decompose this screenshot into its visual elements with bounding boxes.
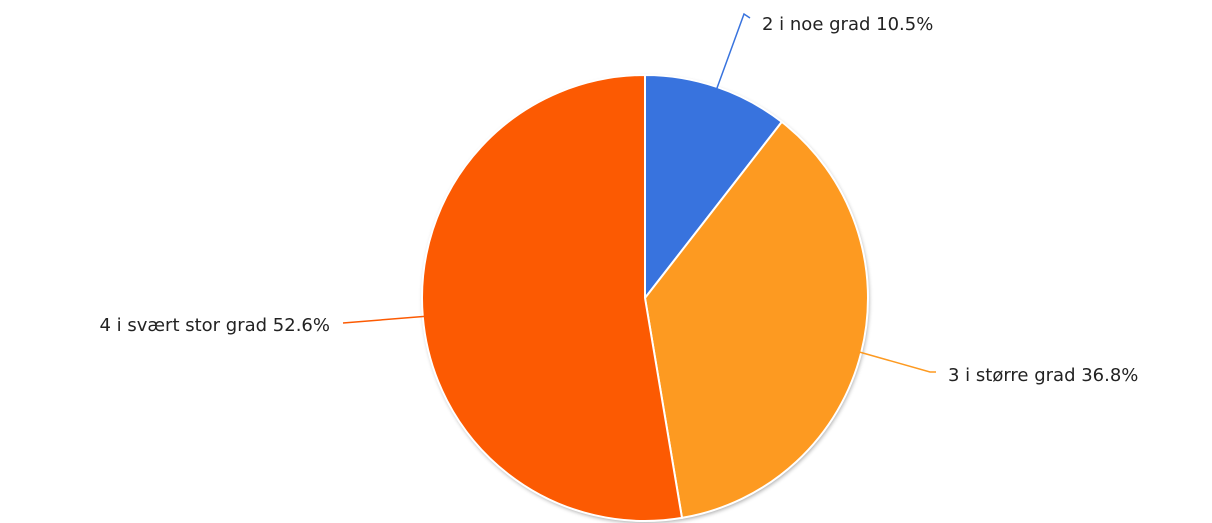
- slice-labels: 2 i noe grad 10.5% 3 i større grad 36.8% 4…: [99, 14, 1138, 386]
- pie-slices: [421, 73, 869, 522]
- pie-slice[interactable]: [421, 73, 684, 522]
- leader-lines: [342, 12, 936, 373]
- leader-line: [715, 12, 751, 90]
- slice-label: 2 i noe grad 10.5%: [762, 14, 933, 35]
- leader-line: [859, 351, 936, 373]
- leader-line: [342, 315, 425, 324]
- slice-label: 3 i større grad 36.8%: [948, 365, 1138, 386]
- slice-label: 4 i svært stor grad 52.6%: [99, 315, 330, 336]
